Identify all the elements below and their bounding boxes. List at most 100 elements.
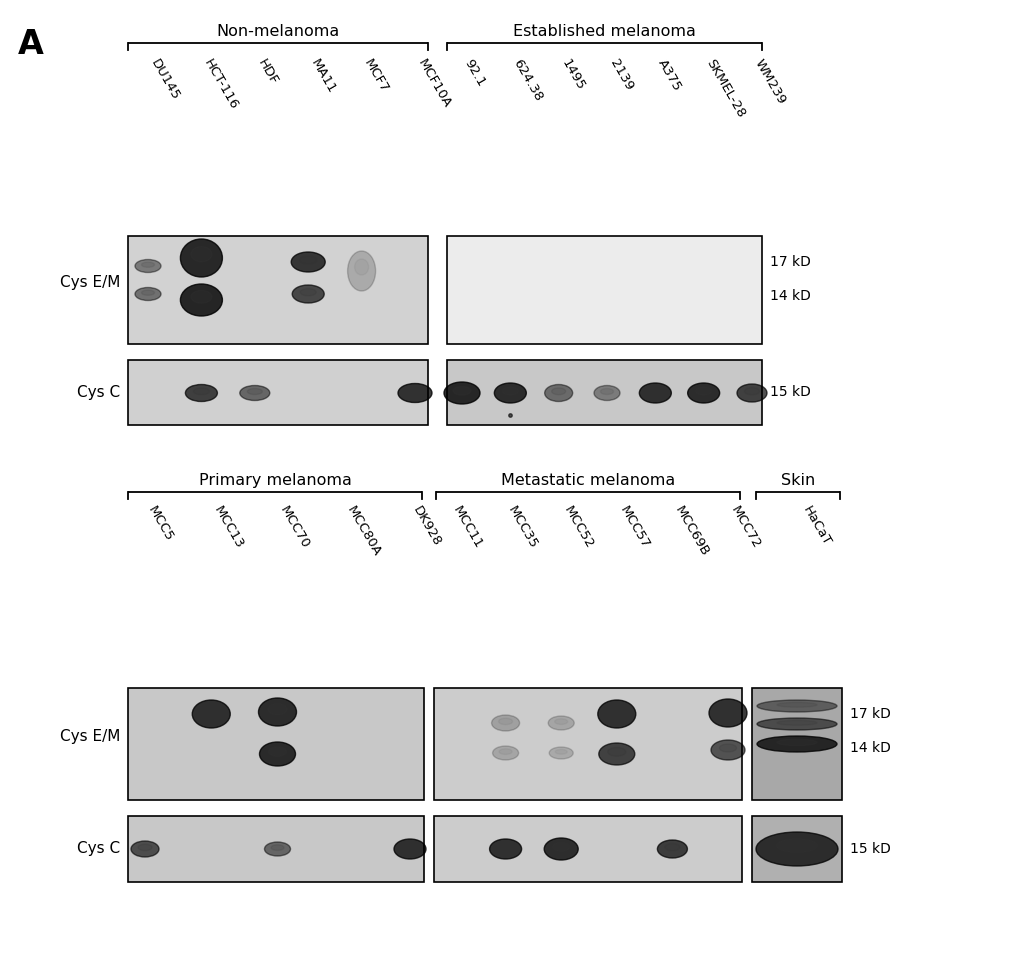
Text: WM239: WM239 <box>751 57 788 107</box>
Text: MCC11: MCC11 <box>450 504 484 551</box>
Bar <box>751 816 841 882</box>
Ellipse shape <box>134 287 161 301</box>
Ellipse shape <box>756 718 836 730</box>
Ellipse shape <box>608 747 625 756</box>
Text: 17 kD: 17 kD <box>849 707 890 721</box>
Ellipse shape <box>555 749 566 754</box>
Ellipse shape <box>744 388 758 394</box>
Text: DU145: DU145 <box>148 57 182 102</box>
Text: A375: A375 <box>655 57 683 94</box>
Ellipse shape <box>191 246 211 262</box>
Ellipse shape <box>193 388 209 394</box>
Text: MCF7: MCF7 <box>361 57 391 95</box>
Ellipse shape <box>292 285 324 303</box>
Text: 15 kD: 15 kD <box>769 386 810 399</box>
Text: 17 kD: 17 kD <box>769 255 810 269</box>
Ellipse shape <box>687 383 719 403</box>
Ellipse shape <box>776 721 816 726</box>
Bar <box>434 816 741 882</box>
Ellipse shape <box>137 844 152 850</box>
Ellipse shape <box>489 839 521 859</box>
Text: 1495: 1495 <box>558 57 586 93</box>
Ellipse shape <box>247 389 262 394</box>
Text: MA11: MA11 <box>308 57 338 96</box>
Ellipse shape <box>134 259 161 273</box>
Text: MCC69B: MCC69B <box>671 504 711 559</box>
Text: Cys C: Cys C <box>77 385 120 400</box>
Ellipse shape <box>719 744 736 752</box>
Ellipse shape <box>406 388 423 394</box>
Ellipse shape <box>180 284 222 316</box>
Text: 15 kD: 15 kD <box>849 842 890 856</box>
Ellipse shape <box>544 385 572 401</box>
Text: Cys E/M: Cys E/M <box>60 729 120 743</box>
Ellipse shape <box>299 256 316 264</box>
Ellipse shape <box>291 252 325 272</box>
Ellipse shape <box>549 747 572 759</box>
Ellipse shape <box>711 740 744 760</box>
Bar <box>751 688 841 800</box>
Ellipse shape <box>756 700 836 712</box>
Ellipse shape <box>393 839 426 859</box>
Text: 624.38: 624.38 <box>510 57 544 103</box>
Ellipse shape <box>354 259 368 275</box>
Ellipse shape <box>639 383 670 403</box>
Ellipse shape <box>240 386 270 400</box>
Ellipse shape <box>300 288 315 296</box>
Text: Cys E/M: Cys E/M <box>60 275 120 289</box>
Text: MCC5: MCC5 <box>145 504 175 543</box>
Text: 14 kD: 14 kD <box>849 741 890 755</box>
Bar <box>127 816 424 882</box>
Text: HCT-116: HCT-116 <box>201 57 241 112</box>
Bar <box>447 236 761 344</box>
Ellipse shape <box>268 703 287 715</box>
Ellipse shape <box>756 736 836 752</box>
Bar <box>127 236 428 344</box>
Text: Cys C: Cys C <box>77 842 120 856</box>
Ellipse shape <box>657 840 686 858</box>
Ellipse shape <box>552 843 569 851</box>
Ellipse shape <box>492 746 518 760</box>
Ellipse shape <box>599 743 634 765</box>
Ellipse shape <box>709 699 746 727</box>
Ellipse shape <box>491 715 519 731</box>
Ellipse shape <box>401 843 418 851</box>
Ellipse shape <box>498 749 512 755</box>
Ellipse shape <box>598 700 635 728</box>
Bar <box>127 360 428 425</box>
Ellipse shape <box>271 844 284 850</box>
Ellipse shape <box>718 704 737 716</box>
Ellipse shape <box>775 839 817 852</box>
Ellipse shape <box>736 384 766 402</box>
Ellipse shape <box>501 387 518 395</box>
Ellipse shape <box>493 383 526 403</box>
Ellipse shape <box>259 742 295 766</box>
Ellipse shape <box>397 384 432 402</box>
Text: 2139: 2139 <box>607 57 635 93</box>
Bar <box>434 688 741 800</box>
Text: MCC57: MCC57 <box>616 504 651 551</box>
Ellipse shape <box>497 843 514 851</box>
Ellipse shape <box>607 705 626 717</box>
Text: MCF10A: MCF10A <box>415 57 453 110</box>
Ellipse shape <box>551 388 565 394</box>
Ellipse shape <box>593 386 620 400</box>
Ellipse shape <box>347 251 375 291</box>
Ellipse shape <box>776 739 816 746</box>
Ellipse shape <box>600 389 613 394</box>
Text: Skin: Skin <box>780 473 814 488</box>
Text: Non-melanoma: Non-melanoma <box>216 24 340 39</box>
Text: SKMEL-28: SKMEL-28 <box>703 57 747 120</box>
Ellipse shape <box>191 290 211 303</box>
Text: MCC72: MCC72 <box>727 504 762 551</box>
Text: Primary melanoma: Primary melanoma <box>198 473 351 488</box>
Text: MCC13: MCC13 <box>211 504 246 551</box>
Text: HaCaT: HaCaT <box>800 504 832 548</box>
Ellipse shape <box>544 838 577 860</box>
Text: MCC80A: MCC80A <box>344 504 382 559</box>
Ellipse shape <box>130 841 159 857</box>
Ellipse shape <box>664 843 679 851</box>
Text: 14 kD: 14 kD <box>769 289 810 303</box>
Ellipse shape <box>498 718 513 725</box>
Ellipse shape <box>776 702 816 707</box>
